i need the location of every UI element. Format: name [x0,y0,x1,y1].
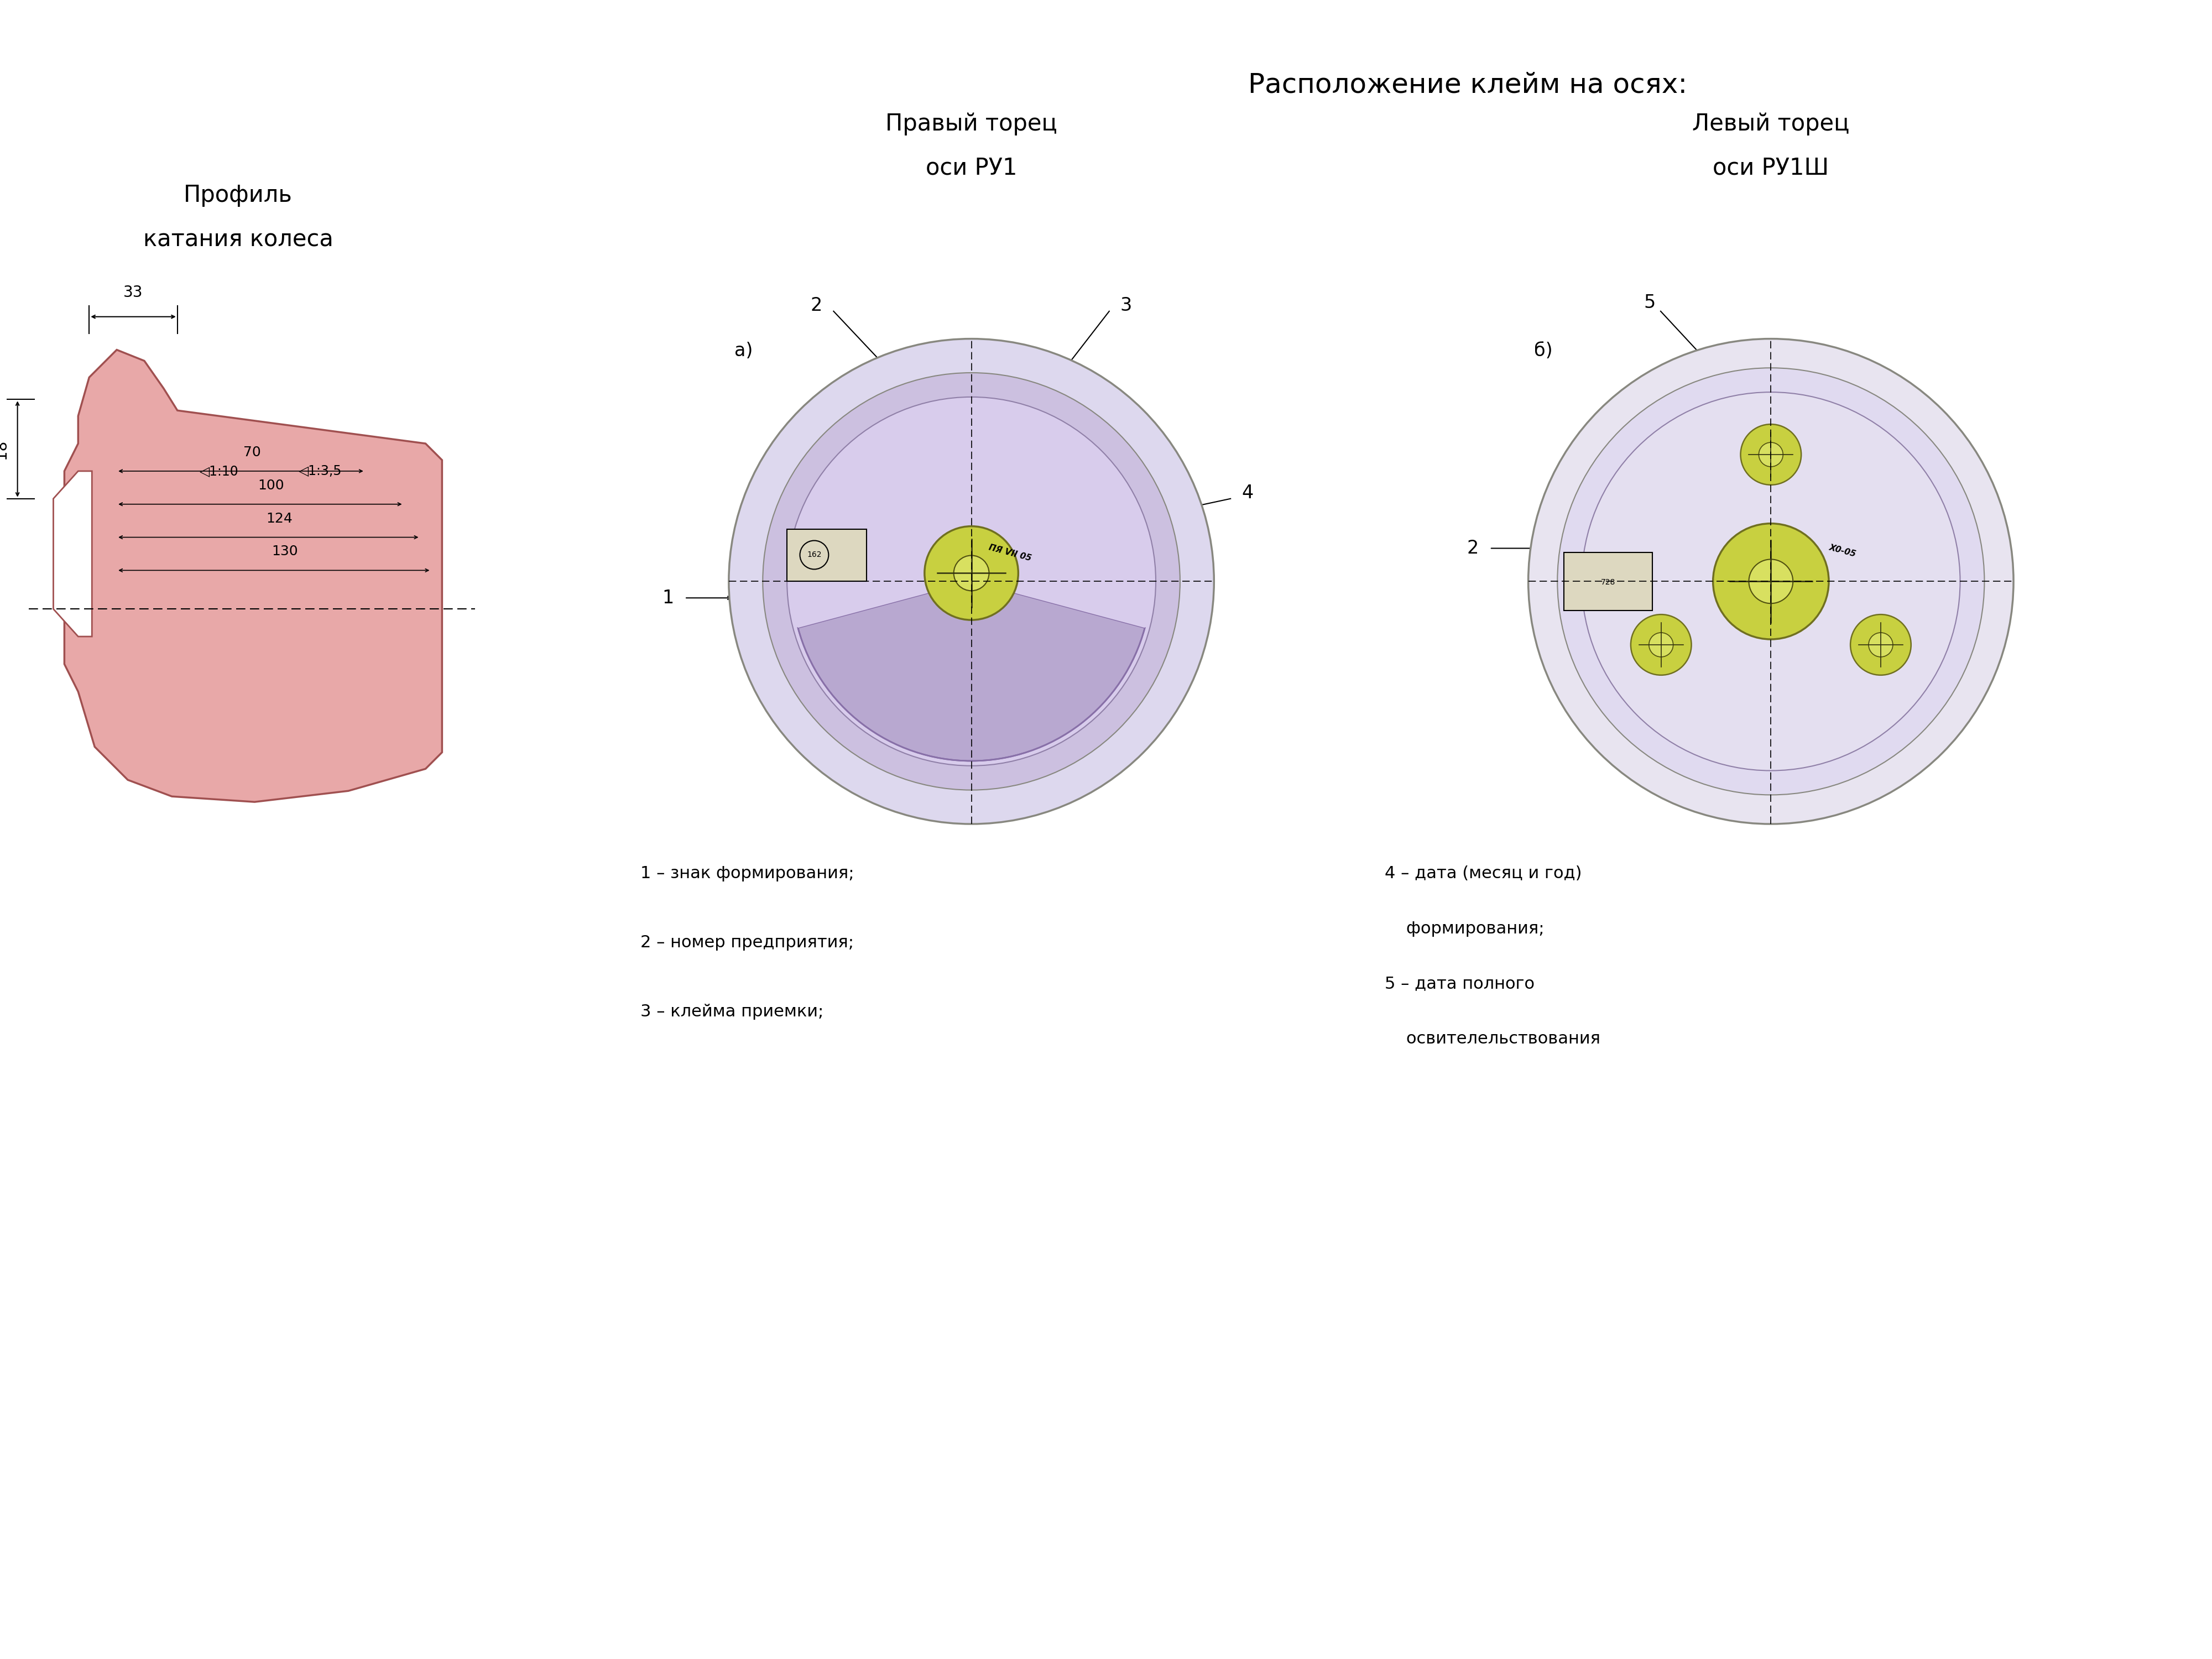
Text: 2: 2 [810,297,823,315]
FancyBboxPatch shape [787,529,867,581]
Text: 4: 4 [1241,484,1254,503]
Text: формирования;: формирования; [1385,921,1544,937]
Circle shape [1851,614,1911,675]
Circle shape [1712,524,1829,639]
Circle shape [1750,559,1794,604]
Circle shape [1528,338,2013,825]
Polygon shape [64,350,442,801]
Circle shape [728,338,1214,825]
Text: 5: 5 [1644,294,1655,312]
Text: ПЯ VII 05: ПЯ VII 05 [989,542,1033,562]
Circle shape [1648,632,1672,657]
Polygon shape [53,471,93,637]
Text: 2 – номер предприятия;: 2 – номер предприятия; [641,934,854,951]
Text: Расположение клейм на осях:: Расположение клейм на осях: [1248,71,1688,98]
Wedge shape [792,401,1150,627]
Circle shape [1630,614,1692,675]
Text: 162: 162 [807,551,821,559]
Text: 130: 130 [272,544,299,557]
Circle shape [925,526,1018,620]
Wedge shape [799,581,1146,761]
Text: 728: 728 [1601,579,1615,586]
Circle shape [763,373,1179,790]
Circle shape [1582,392,1960,771]
Text: 100: 100 [259,479,285,493]
Text: 3: 3 [1119,297,1133,315]
Text: 124: 124 [265,513,292,526]
Circle shape [1557,368,1984,795]
Text: 4 – дата (месяц и год): 4 – дата (месяц и год) [1385,866,1582,881]
Text: Правый торец: Правый торец [885,113,1057,136]
Text: 18: 18 [0,440,9,460]
Text: 70: 70 [243,446,261,460]
Circle shape [787,397,1157,766]
Text: катания колеса: катания колеса [144,227,334,251]
Circle shape [953,556,989,591]
Text: Профиль: Профиль [184,184,292,207]
Text: Х0-05: Х0-05 [1827,544,1858,559]
Circle shape [1759,443,1783,466]
Text: освителельствования: освителельствования [1385,1030,1601,1047]
Text: 2: 2 [1467,539,1478,557]
Text: 1: 1 [661,589,675,607]
Circle shape [1741,425,1801,484]
Text: ◁1:10: ◁1:10 [199,465,239,478]
Text: 3 – клейма приемки;: 3 – клейма приемки; [641,1004,823,1020]
Text: оси РУ1Ш: оси РУ1Ш [1712,156,1829,179]
Text: ◁1:3,5: ◁1:3,5 [299,465,343,478]
FancyBboxPatch shape [1564,552,1652,611]
Circle shape [1869,632,1893,657]
Text: Левый торец: Левый торец [1692,113,1849,136]
Text: оси РУ1: оси РУ1 [925,156,1018,179]
Text: б): б) [1533,342,1553,360]
Text: 1 – знак формирования;: 1 – знак формирования; [641,866,854,881]
Text: а): а) [734,342,752,360]
Text: 33: 33 [124,285,144,300]
Text: 5 – дата полного: 5 – дата полного [1385,975,1535,992]
